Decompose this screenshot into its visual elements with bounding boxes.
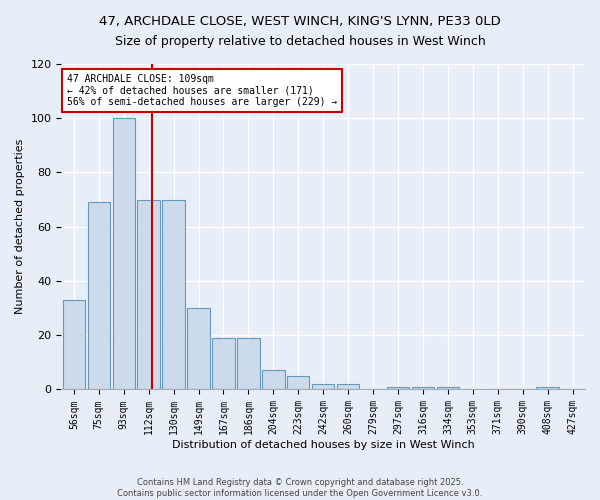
Text: 47, ARCHDALE CLOSE, WEST WINCH, KING'S LYNN, PE33 0LD: 47, ARCHDALE CLOSE, WEST WINCH, KING'S L… bbox=[99, 15, 501, 28]
Text: Contains HM Land Registry data © Crown copyright and database right 2025.
Contai: Contains HM Land Registry data © Crown c… bbox=[118, 478, 482, 498]
Bar bbox=[163, 200, 185, 390]
Bar bbox=[212, 338, 235, 390]
Bar bbox=[187, 308, 210, 390]
Bar bbox=[312, 384, 334, 390]
Bar bbox=[88, 202, 110, 390]
Text: Size of property relative to detached houses in West Winch: Size of property relative to detached ho… bbox=[115, 35, 485, 48]
Bar bbox=[262, 370, 284, 390]
Bar bbox=[437, 387, 459, 390]
Bar bbox=[387, 387, 409, 390]
Text: 47 ARCHDALE CLOSE: 109sqm
← 42% of detached houses are smaller (171)
56% of semi: 47 ARCHDALE CLOSE: 109sqm ← 42% of detac… bbox=[67, 74, 337, 107]
Bar bbox=[536, 387, 559, 390]
Y-axis label: Number of detached properties: Number of detached properties bbox=[15, 139, 25, 314]
X-axis label: Distribution of detached houses by size in West Winch: Distribution of detached houses by size … bbox=[172, 440, 475, 450]
Bar bbox=[287, 376, 310, 390]
Bar bbox=[62, 300, 85, 390]
Bar bbox=[137, 200, 160, 390]
Bar bbox=[412, 387, 434, 390]
Bar bbox=[337, 384, 359, 390]
Bar bbox=[113, 118, 135, 390]
Bar bbox=[237, 338, 260, 390]
